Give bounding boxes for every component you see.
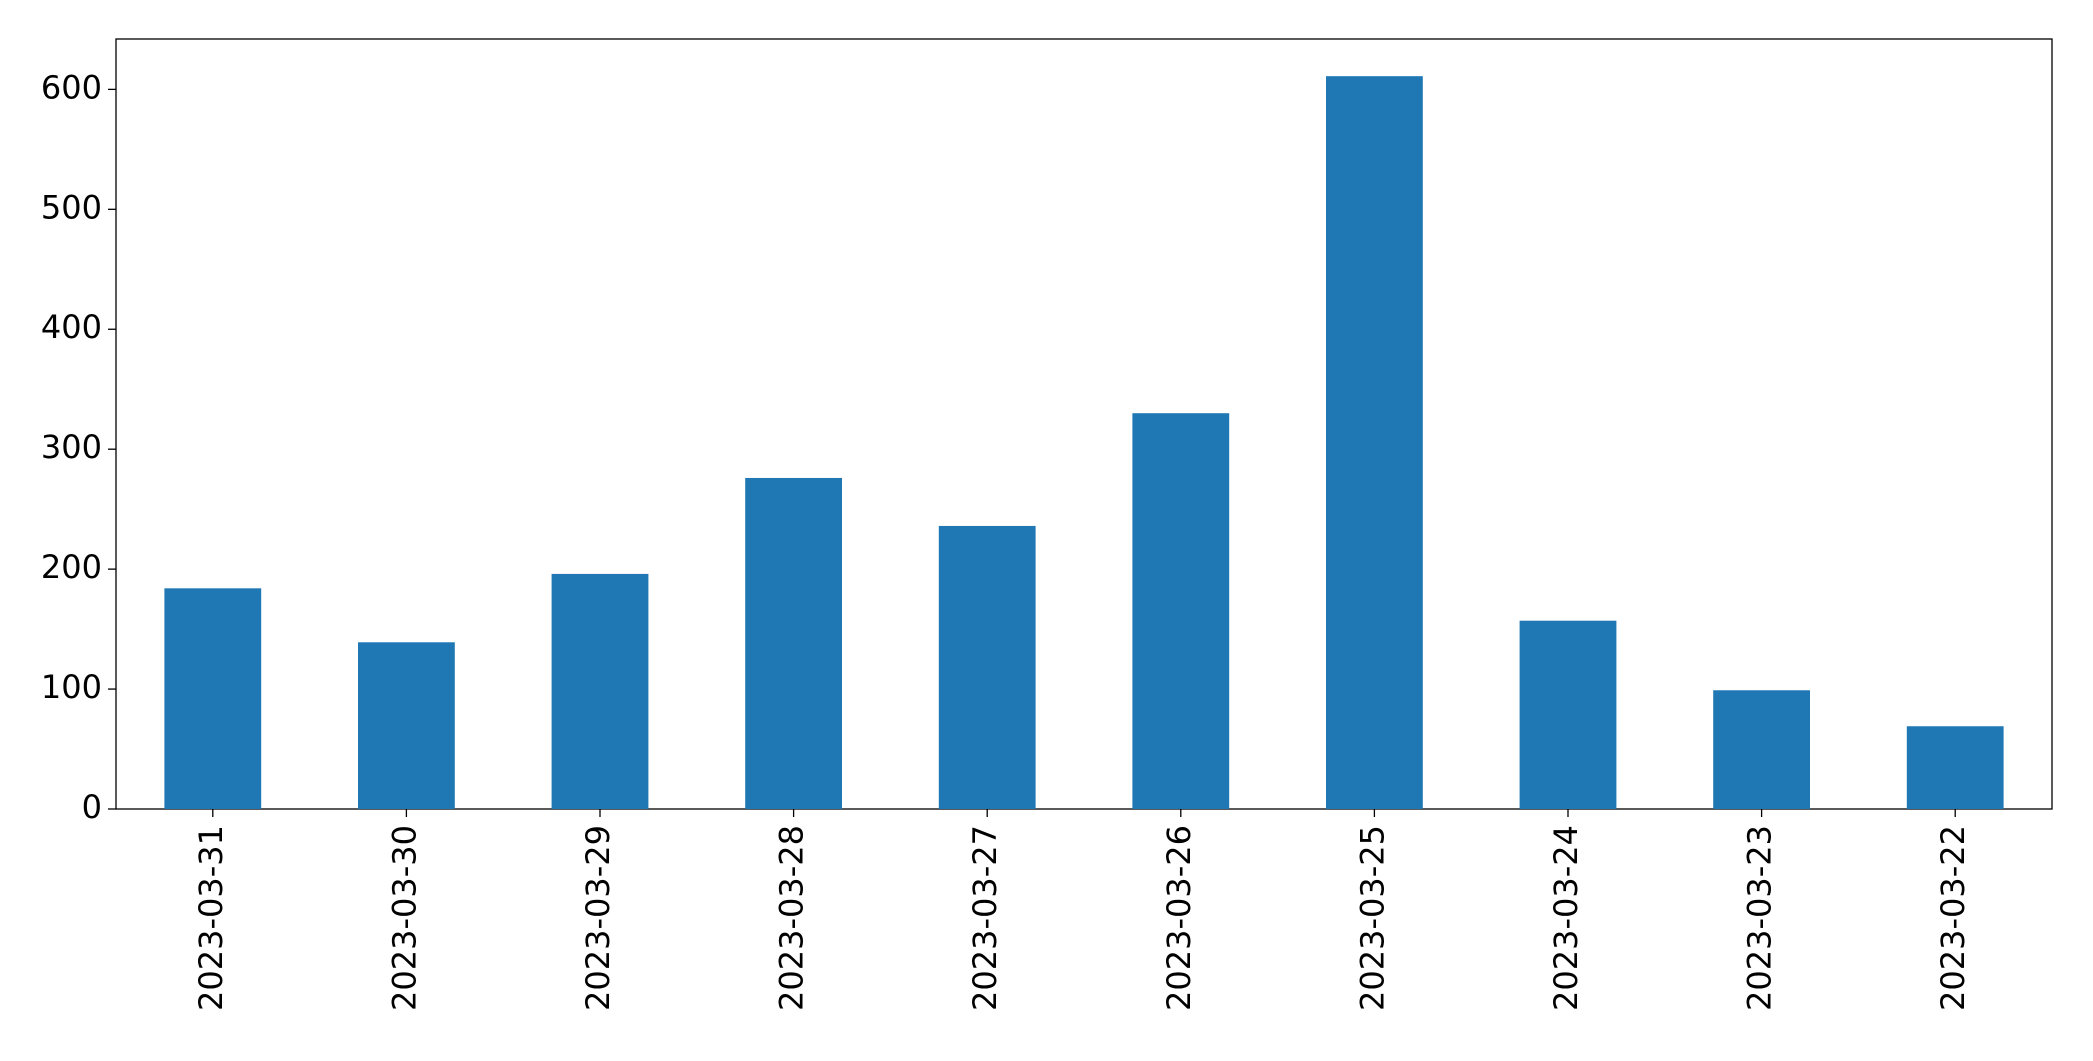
bar [745,477,842,809]
x-tick-label: 2023-03-26 [1160,825,1198,1011]
x-tick-label: 2023-03-29 [579,825,617,1011]
y-tick-label: 300 [41,428,102,466]
bar [1519,620,1617,809]
y-tick-label: 200 [41,548,102,586]
bar [938,525,1036,809]
bar [1132,413,1230,809]
x-tick-label: 2023-03-22 [1934,825,1972,1011]
x-tick-label: 2023-03-30 [385,825,423,1011]
y-tick-label: 500 [41,188,102,226]
plot-frame [115,38,2053,810]
x-tick-label: 2023-03-25 [1353,825,1391,1011]
x-tick-label: 2023-03-27 [966,825,1004,1011]
x-tick-label: 2023-03-23 [1741,825,1779,1011]
y-tick-label: 400 [41,308,102,346]
bar [551,573,649,809]
y-tick-label: 600 [41,68,102,106]
bar [358,642,455,809]
bar [1906,726,2004,809]
x-tick-label: 2023-03-24 [1547,825,1585,1011]
x-tick-label: 2023-03-28 [773,825,811,1011]
y-tick-label: 100 [41,668,102,706]
x-tick-label: 2023-03-31 [192,825,230,1011]
bar [164,588,262,809]
y-tick-label: 0 [82,788,102,826]
bar [1713,690,1810,809]
bar [1326,76,1423,810]
